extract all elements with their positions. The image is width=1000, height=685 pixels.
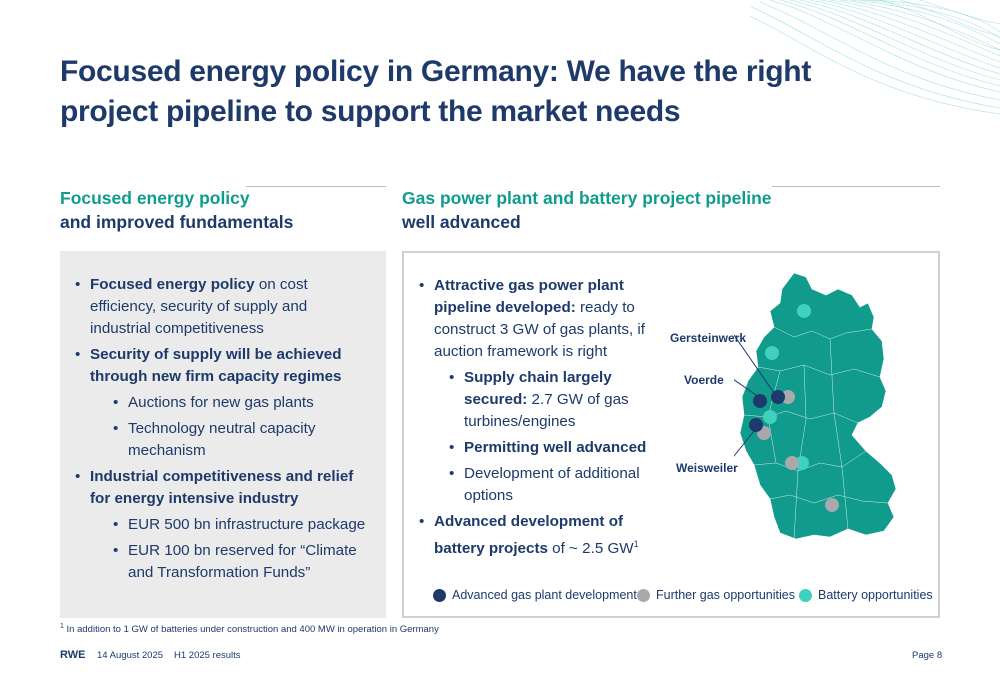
footnote-marker: 1 (60, 623, 64, 630)
battery-opportunity-markers (763, 304, 811, 470)
footer-date: 14 August 2025 (97, 650, 164, 661)
left-item-1-bold: Focused energy policy (90, 276, 255, 293)
legend-label: Advanced gas plant development (452, 588, 637, 602)
right-heading-rule (772, 186, 940, 187)
left-heading-rule (246, 186, 386, 187)
page-title: Focused energy policy in Germany: We hav… (60, 55, 812, 128)
label-leader-lines (734, 334, 775, 457)
right-item-2-text: of ~ 2.5 GW (547, 540, 634, 558)
germany-map (734, 272, 897, 540)
left-item-3-bold: Industrial competitiveness and relief fo… (90, 468, 354, 507)
battery-marker (763, 410, 777, 424)
map-label-voerde: Voerde (684, 373, 724, 387)
left-item-2-sub-1: Auctions for new gas plants (113, 392, 370, 414)
left-item-1-text: on cost efficiency, security of supply a… (90, 276, 308, 337)
left-section-heading: Focused energy policy and improved funda… (60, 186, 293, 234)
left-item-1: Focused energy policy on cost efficiency… (75, 274, 370, 340)
germany-shape (739, 272, 897, 540)
further-gas-marker (781, 390, 795, 404)
right-sub-1: Supply chain largely secured: 2.7 GW of … (449, 367, 652, 433)
right-heading-line1: Gas power plant and battery project pipe… (402, 188, 772, 208)
left-item-3-sub-1: EUR 500 bn infrastructure package (113, 514, 370, 536)
left-heading-line1: Focused energy policy (60, 188, 250, 208)
left-item-2-bold: Security of supply will be achieved thro… (90, 346, 342, 385)
left-item-3-sub-2: EUR 100 bn reserved for “Climate and Tra… (113, 540, 370, 584)
map-label-weisweiler: Weisweiler (676, 461, 738, 475)
right-item-2: Advanced development of battery projects… (419, 511, 652, 560)
legend-item-battery: Battery opportunities (799, 588, 933, 602)
right-item-1-text: ready to construct 3 GW of gas plants, i… (434, 299, 646, 360)
battery-marker (795, 456, 809, 470)
advanced-gas-plant-markers (749, 390, 785, 432)
advanced-gas-marker (771, 390, 785, 404)
right-section-heading: Gas power plant and battery project pipe… (402, 186, 772, 234)
left-heading-line2: and improved fundamentals (60, 212, 294, 232)
legend-item-advanced-gas: Advanced gas plant development (433, 588, 637, 602)
left-content-panel: Focused energy policy on cost efficiency… (60, 251, 386, 618)
right-item-1-bold: Attractive gas power plant pipeline deve… (434, 277, 624, 316)
advanced-gas-marker (749, 418, 763, 432)
legend-label: Battery opportunities (818, 588, 933, 602)
decorative-line-pattern (750, 0, 1000, 115)
footnote-text: In addition to 1 GW of batteries under c… (63, 624, 439, 636)
right-sub-2-bold: Permitting well advanced (464, 439, 647, 456)
footer-page-number: Page 8 (912, 650, 943, 661)
leader-weisweiler (734, 430, 755, 457)
left-item-2: Security of supply will be achieved thro… (75, 344, 370, 462)
right-sub-1-text: 2.7 GW of gas turbines/engines (464, 391, 629, 430)
leader-voerde (734, 379, 757, 396)
legend-dot-teal (799, 588, 812, 602)
further-gas-marker (785, 456, 799, 470)
right-item-1: Attractive gas power plant pipeline deve… (419, 275, 652, 507)
right-sub-1-bold: Supply chain largely secured: (464, 369, 612, 408)
battery-marker (797, 304, 811, 318)
right-sub-3: Development of additional options (449, 463, 652, 507)
right-sub-2: Permitting well advanced (449, 437, 652, 459)
legend-item-further-gas: Further gas opportunities (637, 588, 795, 602)
legend-dot-grey (637, 588, 650, 602)
right-item-2-sup: 1 (633, 539, 639, 549)
legend-label: Further gas opportunities (656, 588, 795, 602)
further-gas-marker (825, 498, 839, 512)
footnote: 1 In addition to 1 GW of batteries under… (60, 623, 439, 635)
right-heading-line2: well advanced (402, 212, 521, 232)
legend-dot-navy (433, 588, 446, 602)
right-content-panel: Attractive gas power plant pipeline deve… (402, 251, 940, 618)
leader-gersteinwerk (734, 334, 775, 394)
advanced-gas-marker (753, 394, 767, 408)
battery-marker (765, 346, 779, 360)
left-item-3: Industrial competitiveness and relief fo… (75, 466, 370, 584)
left-item-2-sub-2: Technology neutral capacity mechanism (113, 418, 370, 462)
map-label-gersteinwerk: Gersteinwerk (670, 331, 747, 345)
footer-brand-logo: RWE (60, 649, 86, 661)
right-item-2-bold: Advanced development of battery projects (434, 513, 624, 558)
footer-report: H1 2025 results (174, 650, 241, 661)
